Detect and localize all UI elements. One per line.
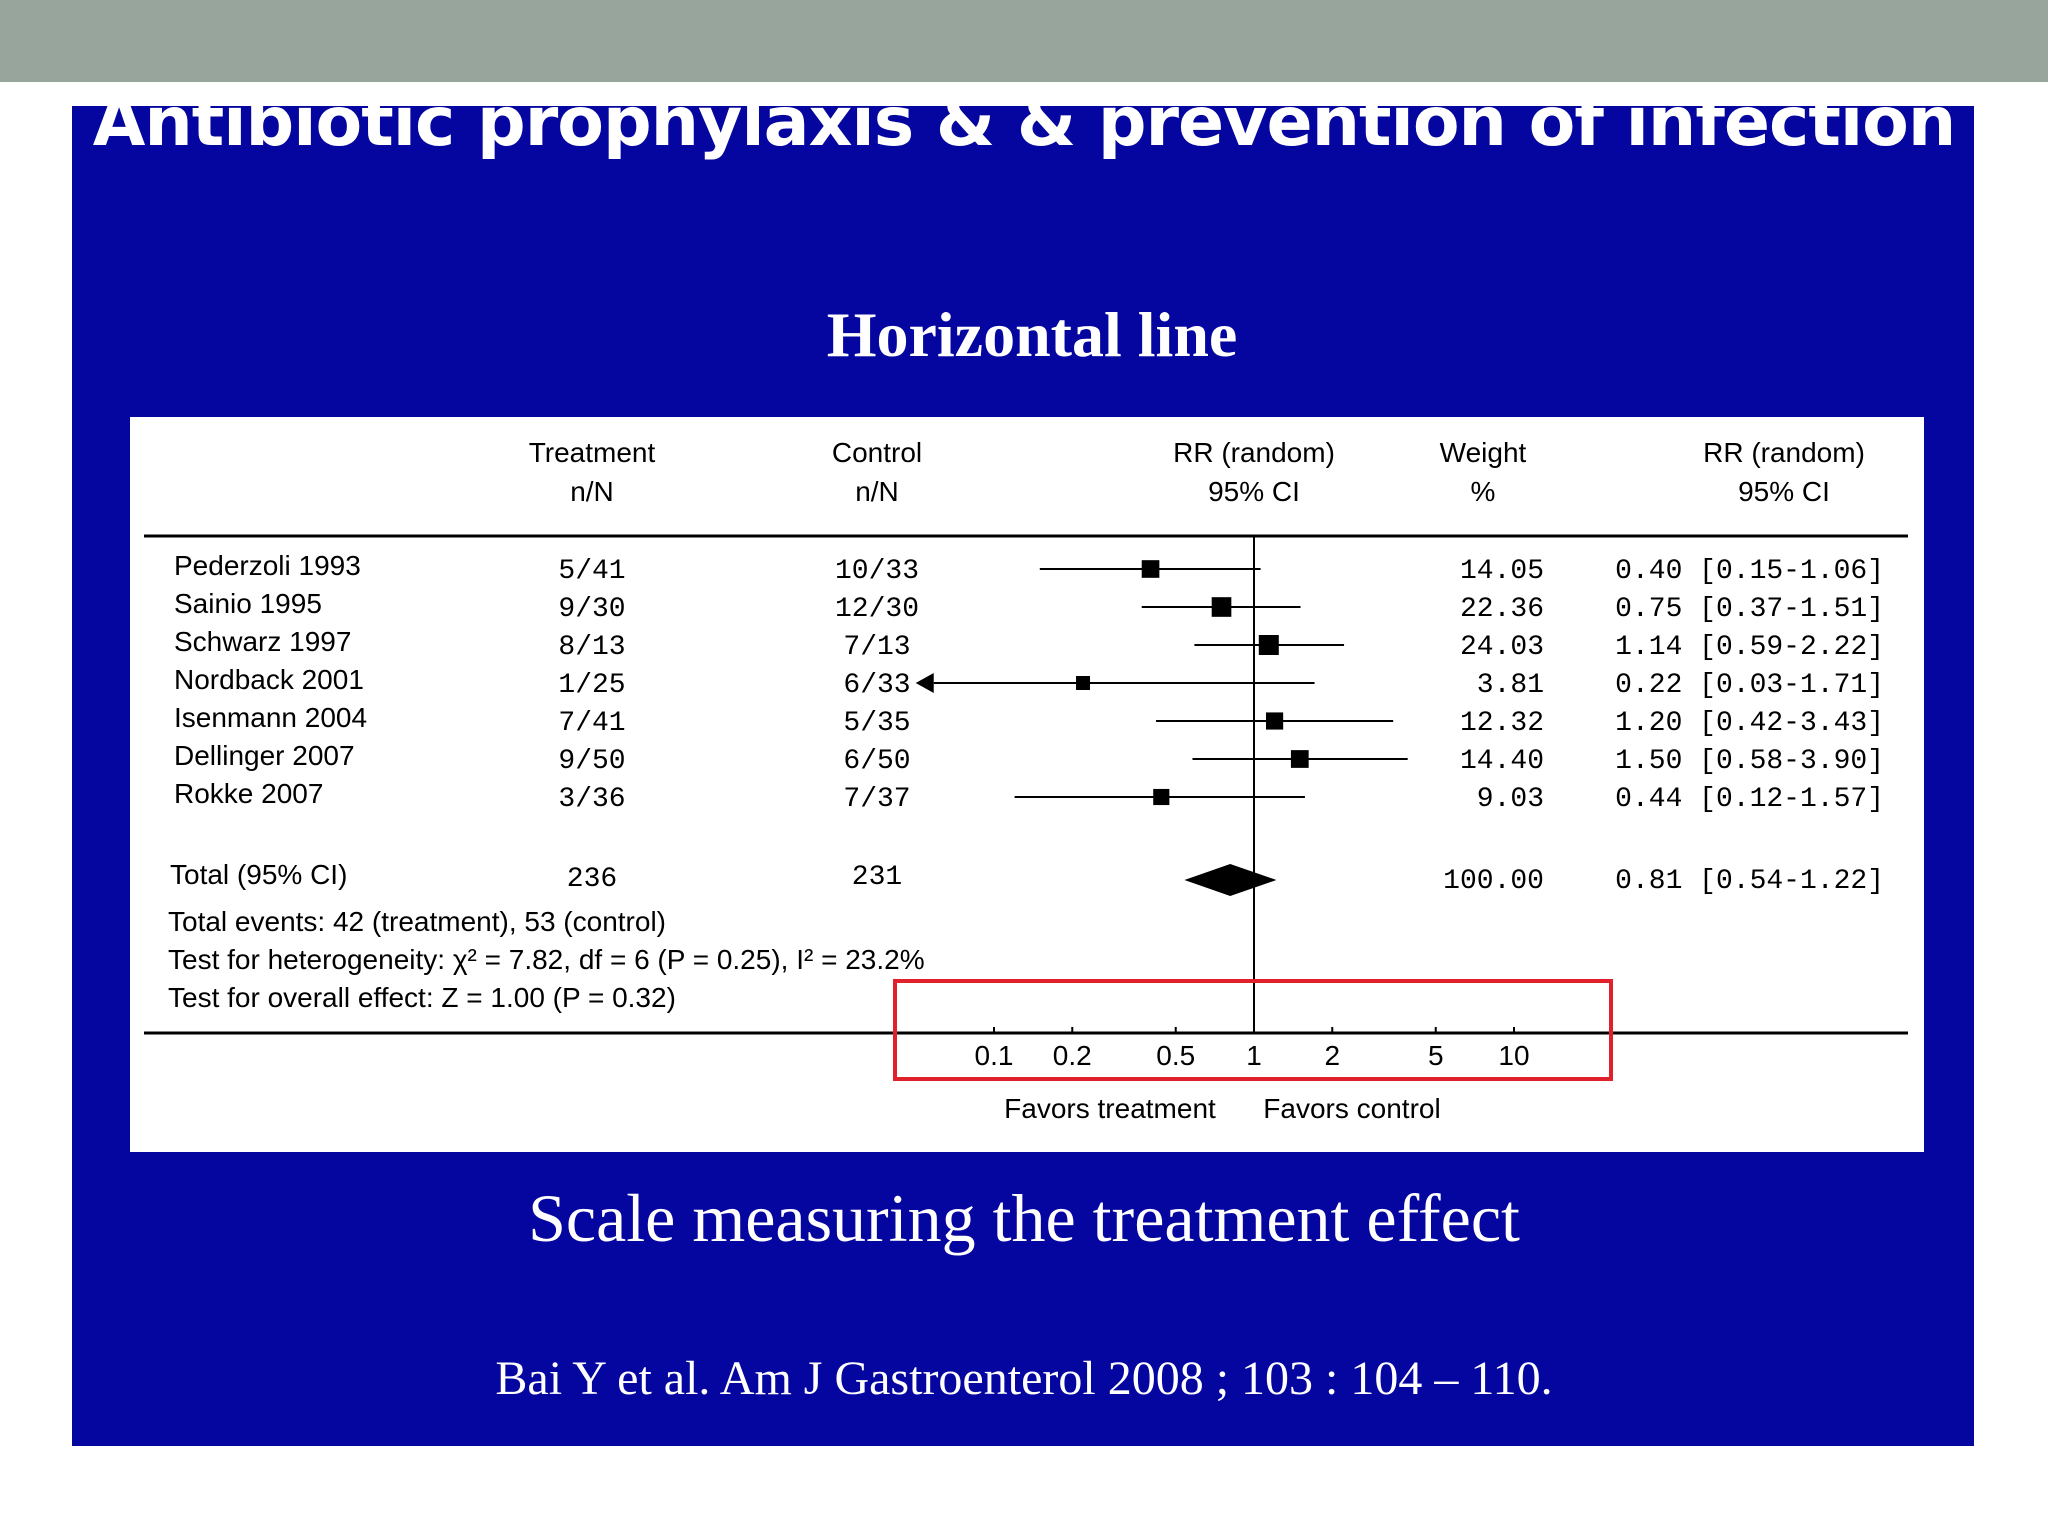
study-rr-ci: 1.14 [0.59-2.22] <box>1615 632 1884 663</box>
x-tick-label: 0.5 <box>1156 1040 1195 1071</box>
study-control: 12/30 <box>835 594 919 625</box>
forest-plot: Treatment n/N Control n/N RR (random) 95… <box>144 437 1908 1124</box>
study-treatment: 3/36 <box>558 784 625 815</box>
study-control: 6/33 <box>843 670 910 701</box>
study-treatment: 9/50 <box>558 746 625 777</box>
point-estimate <box>1290 750 1309 768</box>
forest-plot-panel <box>130 417 1924 1152</box>
favors-control-label: Favors control <box>1263 1093 1440 1124</box>
note-total-events: Total events: 42 (treatment), 53 (contro… <box>168 906 666 937</box>
total-weight: 100.00 <box>1443 866 1544 897</box>
slide-citation: Bai Y et al. Am J Gastroenterol 2008 ; 1… <box>495 1352 1553 1405</box>
study-rr-ci: 0.75 [0.37-1.51] <box>1615 594 1884 625</box>
ci-arrow <box>915 673 934 693</box>
study-name: Isenmann 2004 <box>174 702 367 733</box>
x-tick-label: 10 <box>1498 1040 1529 1071</box>
study-name: Sainio 1995 <box>174 588 322 619</box>
study-weight: 22.36 <box>1460 594 1544 625</box>
study-rr-ci: 0.44 [0.12-1.57] <box>1615 784 1884 815</box>
header-control: Control <box>832 437 922 468</box>
note-overall-effect: Test for overall effect: Z = 1.00 (P = 0… <box>168 982 676 1013</box>
point-estimate <box>1076 676 1091 690</box>
study-treatment: 9/30 <box>558 594 625 625</box>
header-weight: Weight <box>1440 437 1527 468</box>
study-control: 10/33 <box>835 556 919 587</box>
favors-treatment-label: Favors treatment <box>1004 1093 1216 1124</box>
slide-title: Antibiotic prophylaxis & & prevention of… <box>92 83 1957 162</box>
slide-subtitle: Horizontal line <box>826 299 1238 370</box>
study-control: 7/37 <box>843 784 910 815</box>
study-control: 5/35 <box>843 708 910 739</box>
x-tick-label: 2 <box>1324 1040 1340 1071</box>
study-treatment: 8/13 <box>558 632 625 663</box>
x-tick-label: 1 <box>1246 1040 1262 1071</box>
total-treatment: 236 <box>567 864 617 895</box>
study-weight: 14.40 <box>1460 746 1544 777</box>
study-treatment: 1/25 <box>558 670 625 701</box>
study-weight: 24.03 <box>1460 632 1544 663</box>
study-name: Pederzoli 1993 <box>174 550 361 581</box>
study-weight: 9.03 <box>1477 784 1544 815</box>
study-treatment: 5/41 <box>558 556 625 587</box>
x-tick-label: 0.1 <box>975 1040 1014 1071</box>
top-band <box>0 0 2048 82</box>
header-treatment: Treatment <box>529 437 656 468</box>
study-control: 6/50 <box>843 746 910 777</box>
study-name: Dellinger 2007 <box>174 740 355 771</box>
study-weight: 3.81 <box>1477 670 1544 701</box>
scale-highlight-box <box>893 979 1613 1081</box>
x-tick-label: 5 <box>1428 1040 1444 1071</box>
header-rr-text-ci: 95% CI <box>1738 476 1830 507</box>
header-rr-plot: RR (random) <box>1173 437 1335 468</box>
total-label: Total (95% CI) <box>170 859 347 890</box>
study-name: Nordback 2001 <box>174 664 364 695</box>
study-name: Rokke 2007 <box>174 778 323 809</box>
header-control-unit: n/N <box>855 476 899 507</box>
study-name: Schwarz 1997 <box>174 626 351 657</box>
point-estimate <box>1211 597 1232 617</box>
total-control: 231 <box>852 862 902 893</box>
header-weight-unit: % <box>1471 476 1496 507</box>
point-estimate <box>1141 560 1160 578</box>
study-rr-ci: 1.20 [0.42-3.43] <box>1615 708 1884 739</box>
x-tick-label: 0.2 <box>1053 1040 1092 1071</box>
study-rr-ci: 0.40 [0.15-1.06] <box>1615 556 1884 587</box>
study-control: 7/13 <box>843 632 910 663</box>
header-rr-plot-ci: 95% CI <box>1208 476 1300 507</box>
note-heterogeneity: Test for heterogeneity: χ² = 7.82, df = … <box>168 944 925 975</box>
study-weight: 14.05 <box>1460 556 1544 587</box>
point-estimate <box>1153 788 1170 806</box>
slide-caption: Scale measuring the treatment effect <box>528 1180 1520 1256</box>
header-treatment-unit: n/N <box>570 476 614 507</box>
header-rr-text: RR (random) <box>1703 437 1865 468</box>
study-rr-ci: 0.22 [0.03-1.71] <box>1615 670 1884 701</box>
point-estimate <box>1258 635 1279 655</box>
point-estimate <box>1266 712 1284 730</box>
total-rr-ci: 0.81 [0.54-1.22] <box>1615 866 1884 897</box>
study-treatment: 7/41 <box>558 708 625 739</box>
pooled-diamond <box>1184 864 1277 896</box>
study-rr-ci: 1.50 [0.58-3.90] <box>1615 746 1884 777</box>
study-weight: 12.32 <box>1460 708 1544 739</box>
